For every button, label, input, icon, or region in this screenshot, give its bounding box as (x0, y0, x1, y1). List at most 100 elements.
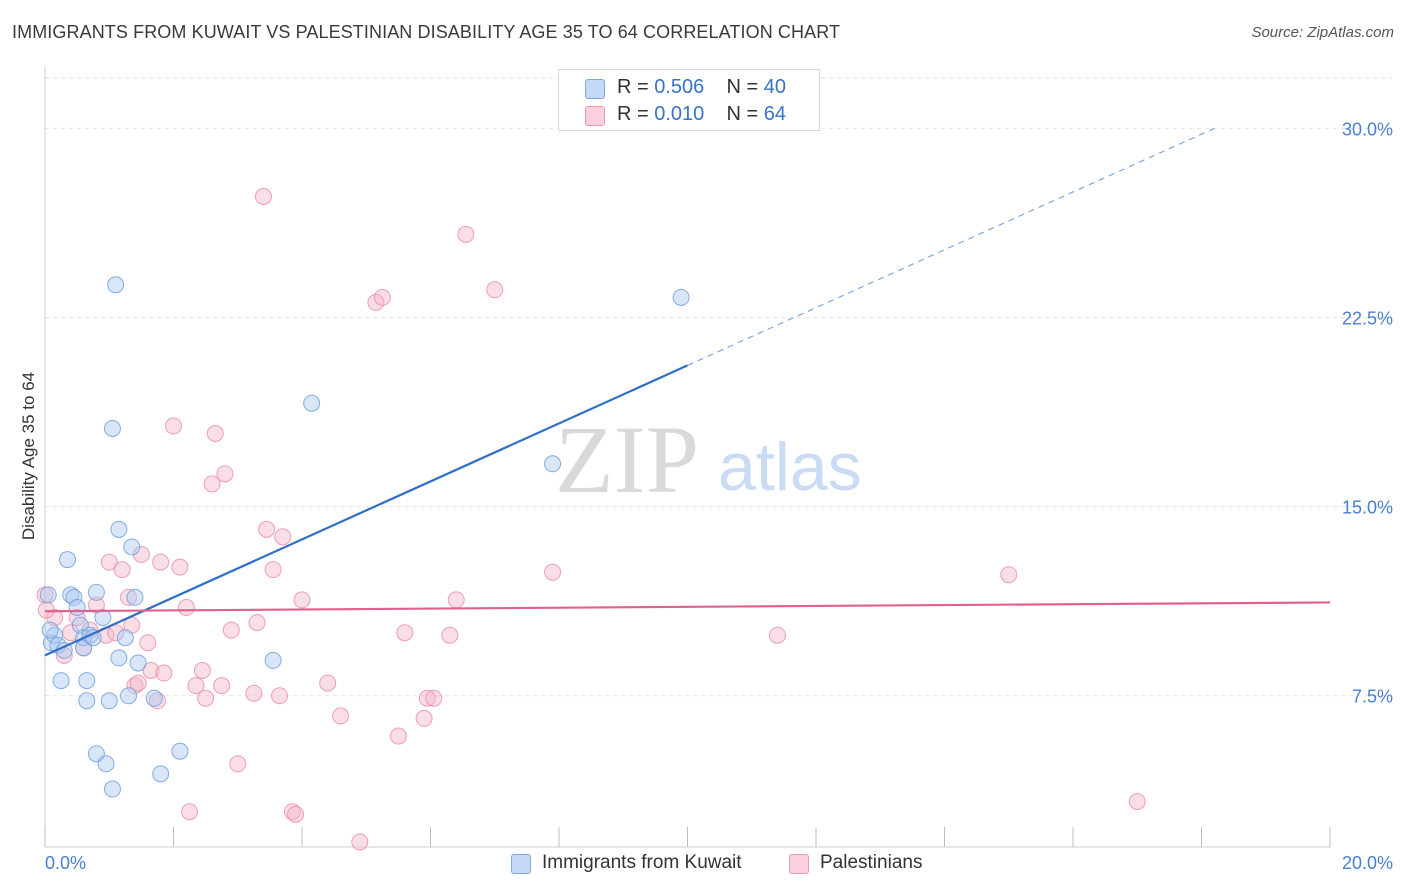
kuwait-point (110, 649, 128, 667)
palestinians-point (193, 662, 211, 680)
source-label: Source: ZipAtlas.com (1251, 24, 1394, 41)
palestinians-point (441, 626, 459, 644)
palestinians-point (283, 803, 301, 821)
chart-title: IMMIGRANTS FROM KUWAIT VS PALESTINIAN DI… (12, 22, 841, 42)
legend-r-value-kuwait: 0.506 (654, 76, 705, 98)
legend-r-label: R = (617, 76, 649, 98)
kuwait-point (145, 689, 163, 707)
palestinians-point (152, 553, 170, 571)
palestinians-point (245, 684, 263, 702)
y-tick-label: 7.5% (1352, 687, 1393, 707)
kuwait-point (87, 583, 105, 601)
palestinians-point (447, 591, 465, 609)
bottom-legend-swatch-palestinians (789, 854, 809, 874)
palestinians-point (197, 689, 215, 707)
y-axis-label: Disability Age 35 to 64 (19, 372, 38, 540)
axes (44, 66, 1331, 848)
palestinians-point (206, 425, 224, 443)
kuwait-point (672, 288, 690, 306)
palestinians-point (396, 624, 414, 642)
palestinians-point (187, 677, 205, 695)
palestinians-point (425, 689, 443, 707)
kuwait-point (120, 687, 138, 705)
kuwait-point (116, 629, 134, 647)
kuwait-point (46, 626, 64, 644)
palestinians-point (113, 561, 131, 579)
kuwait-point (52, 672, 70, 690)
kuwait-point (107, 276, 125, 294)
palestinians-trend-line (44, 601, 1331, 613)
kuwait-point (78, 692, 96, 710)
palestinians-point (248, 614, 266, 632)
kuwait-point (41, 621, 59, 639)
x-tick-label: 20.0% (1342, 853, 1393, 873)
kuwait-point (68, 598, 86, 616)
palestinians-point (457, 225, 475, 243)
palestinians-point (165, 417, 182, 435)
kuwait-point (100, 692, 118, 710)
palestinians-point (544, 563, 562, 581)
palestinians-point (332, 707, 350, 725)
palestinians-point (126, 677, 144, 695)
palestinians-point (171, 558, 189, 576)
palestinians-point (148, 692, 166, 710)
bottom-legend-label-kuwait: Immigrants from Kuwait (542, 852, 742, 873)
palestinians-point (293, 591, 311, 609)
palestinians-point (264, 561, 282, 579)
palestinians-point (142, 662, 160, 680)
palestinians-point (213, 677, 231, 695)
watermark-zip: ZIP (555, 406, 699, 513)
legend-n-label: N = (726, 76, 759, 98)
kuwait-trend-line (44, 364, 688, 657)
kuwait-points (39, 276, 690, 798)
palestinians-point (1128, 793, 1146, 811)
palestinians-point (1000, 566, 1018, 584)
palestinians-point (177, 598, 195, 616)
palestinians-point (100, 553, 118, 571)
kuwait-point (58, 551, 76, 569)
palestinians-point (258, 520, 276, 538)
kuwait-point (544, 455, 562, 473)
palestinians-point (254, 188, 272, 206)
kuwait-point (303, 394, 321, 412)
kuwait-point (123, 538, 141, 556)
palestinians-point (287, 805, 305, 823)
palestinians-point (271, 687, 289, 705)
tick-labels: 7.5% 15.0% 22.5% 30.0% 0.0% 20.0% (45, 119, 1393, 873)
legend-swatch-palestinians (585, 106, 605, 126)
kuwait-point (94, 609, 112, 627)
kuwait-point (129, 654, 147, 672)
palestinians-point (129, 674, 147, 692)
palestinians-point (373, 288, 391, 306)
bottom-legend-label-palestinians: Palestinians (820, 852, 923, 873)
palestinians-point (415, 709, 433, 727)
kuwait-point (65, 588, 83, 606)
palestinians-point (351, 833, 369, 851)
kuwait-point (103, 419, 121, 437)
legend-n-value-kuwait: 40 (763, 76, 787, 98)
kuwait-trend-extension (687, 127, 1215, 366)
y-tick-label: 15.0% (1342, 498, 1393, 518)
kuwait-point (171, 742, 189, 760)
x-tick-label: 0.0% (45, 853, 86, 873)
palestinians-point (274, 528, 292, 546)
legend-n-value-palestinians: 64 (763, 103, 787, 125)
kuwait-point (264, 651, 282, 669)
stats-legend: R = 0.506 N = 40 R = 0.010 N = 64 (558, 69, 820, 131)
y-tick-label: 30.0% (1342, 119, 1393, 139)
watermark-atlas: atlas (718, 429, 862, 505)
trend-lines (44, 127, 1331, 657)
legend-n-label: N = (726, 103, 759, 125)
palestinians-point (203, 475, 221, 493)
kuwait-point (103, 780, 121, 798)
palestinians-point (120, 588, 138, 606)
kuwait-point (152, 765, 170, 783)
palestinians-point (222, 621, 240, 639)
palestinians-point (389, 727, 407, 745)
legend-r-value-palestinians: 0.010 (654, 103, 705, 125)
palestinians-point (37, 601, 55, 619)
palestinians-point (486, 281, 504, 299)
kuwait-point (78, 672, 96, 690)
legend-swatch-kuwait (585, 79, 605, 99)
